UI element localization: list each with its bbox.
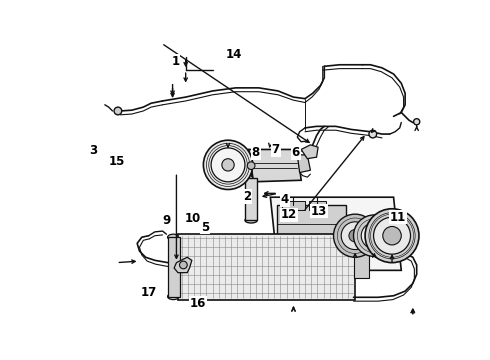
Circle shape — [349, 230, 361, 242]
Circle shape — [247, 162, 255, 170]
Circle shape — [361, 222, 388, 249]
Text: 10: 10 — [184, 212, 201, 225]
Text: 9: 9 — [162, 214, 171, 227]
Text: 16: 16 — [190, 297, 206, 310]
Circle shape — [341, 222, 369, 249]
Circle shape — [365, 209, 419, 263]
Circle shape — [114, 107, 122, 115]
Polygon shape — [297, 155, 311, 172]
Ellipse shape — [245, 175, 257, 181]
Text: 5: 5 — [201, 221, 209, 234]
Text: 11: 11 — [390, 211, 406, 224]
Text: 4: 4 — [281, 193, 289, 206]
Text: 7: 7 — [271, 143, 280, 156]
Circle shape — [369, 230, 380, 241]
Polygon shape — [174, 257, 192, 273]
Bar — [309, 201, 326, 210]
Polygon shape — [270, 197, 401, 270]
Bar — [354, 243, 369, 278]
Circle shape — [354, 215, 395, 256]
Text: 17: 17 — [141, 286, 157, 299]
Circle shape — [373, 217, 411, 254]
Text: 15: 15 — [109, 155, 125, 168]
Text: 12: 12 — [281, 208, 297, 221]
Bar — [276, 205, 346, 257]
Ellipse shape — [168, 234, 179, 240]
Circle shape — [414, 119, 420, 125]
Bar — [245, 178, 257, 220]
Circle shape — [179, 261, 187, 269]
Circle shape — [203, 140, 253, 189]
Bar — [168, 237, 179, 297]
Circle shape — [222, 159, 234, 171]
Polygon shape — [301, 145, 318, 159]
Text: 3: 3 — [89, 144, 98, 157]
Ellipse shape — [168, 293, 179, 300]
Polygon shape — [249, 149, 301, 182]
Circle shape — [383, 226, 401, 245]
Text: 8: 8 — [252, 146, 260, 159]
Text: 13: 13 — [311, 204, 327, 217]
Ellipse shape — [245, 217, 257, 223]
Circle shape — [211, 148, 245, 182]
Bar — [282, 201, 305, 210]
Text: 1: 1 — [172, 55, 180, 68]
Circle shape — [369, 130, 377, 138]
Text: 2: 2 — [243, 190, 251, 203]
Circle shape — [334, 214, 377, 257]
Bar — [178, 234, 355, 300]
Text: 14: 14 — [225, 48, 242, 61]
Text: 6: 6 — [292, 146, 300, 159]
